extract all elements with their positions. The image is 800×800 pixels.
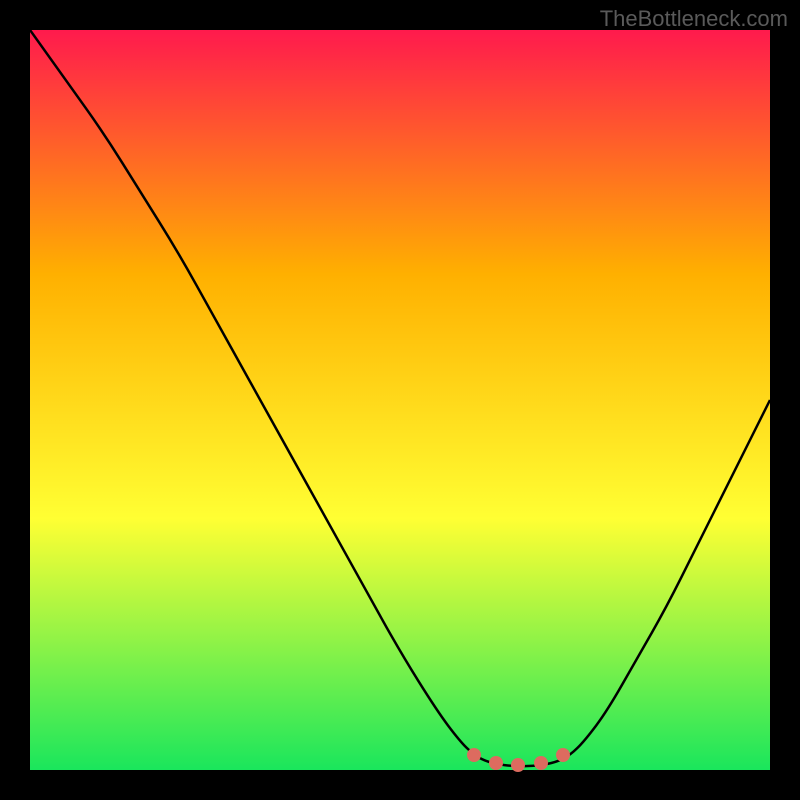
bottleneck-marker bbox=[556, 748, 570, 762]
bottleneck-marker bbox=[489, 756, 503, 770]
bottleneck-curve bbox=[30, 30, 770, 770]
bottleneck-marker bbox=[534, 756, 548, 770]
watermark-text: TheBottleneck.com bbox=[600, 6, 788, 32]
chart-plot-area bbox=[30, 30, 770, 770]
curve-path bbox=[30, 30, 770, 766]
